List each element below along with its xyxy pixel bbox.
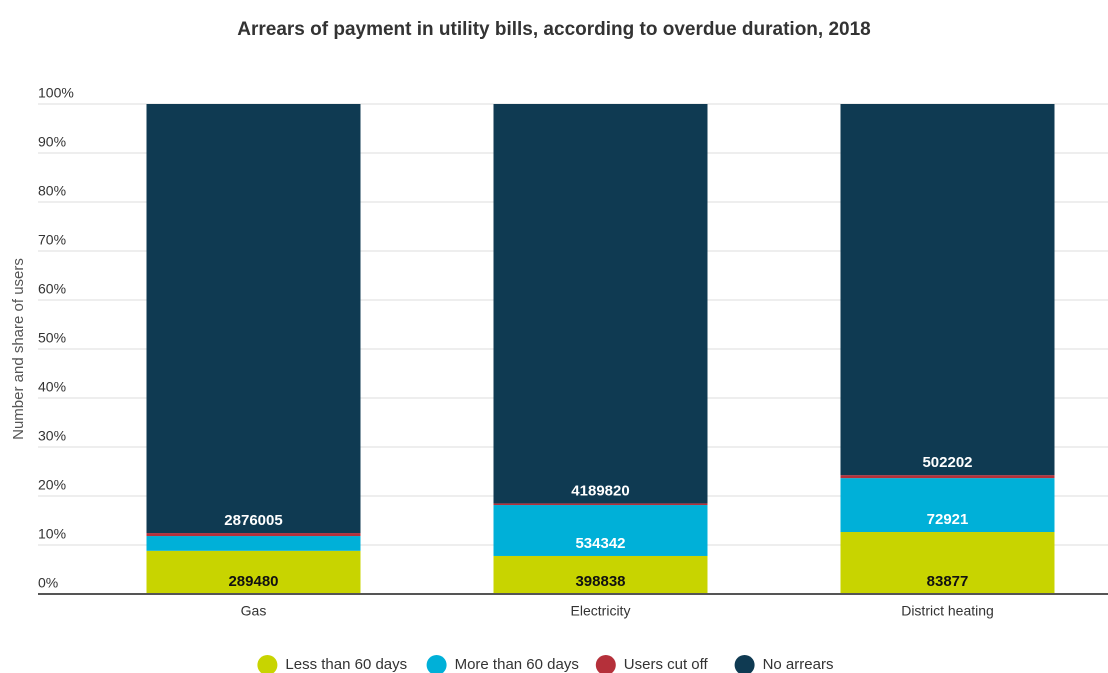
legend-label: More than 60 days (455, 656, 579, 673)
bar-segment (146, 533, 361, 537)
data-label: 289480 (228, 573, 278, 590)
legend-label: Users cut off (624, 656, 709, 673)
bar-segment (840, 475, 1055, 479)
y-tick-label: 30% (38, 428, 66, 444)
y-tick-label: 90% (38, 134, 66, 150)
y-tick-label: 50% (38, 330, 66, 346)
data-label: 83877 (927, 573, 969, 590)
y-tick-label: 70% (38, 232, 66, 248)
bar-segment (840, 104, 1055, 476)
data-label: 72921 (927, 511, 969, 528)
y-tick-label: 10% (38, 526, 66, 542)
y-tick-label: 60% (38, 281, 66, 297)
bar-segment (493, 555, 708, 594)
legend-label: No arrears (763, 656, 834, 673)
legend-marker (734, 655, 755, 673)
data-label: 398838 (575, 573, 625, 590)
y-tick-label: 100% (38, 85, 74, 101)
y-tick-label: 80% (38, 183, 66, 199)
legend-label: Less than 60 days (285, 656, 407, 673)
x-tick-label: Electricity (571, 603, 631, 619)
bar-segment (493, 104, 708, 504)
y-tick-label: 40% (38, 379, 66, 395)
x-tick-label: District heating (901, 603, 994, 619)
bar-segment (493, 505, 708, 556)
y-axis-label: Number and share of users (10, 258, 27, 440)
data-label: 2876005 (224, 512, 282, 529)
data-label: 4189820 (571, 482, 629, 499)
x-tick-label: Gas (241, 603, 267, 619)
legend-marker (426, 655, 447, 673)
bar-segment (493, 503, 708, 506)
bar-segment (146, 550, 361, 594)
legend-marker (257, 655, 278, 673)
y-tick-label: 20% (38, 477, 66, 493)
bar-segment (840, 478, 1055, 533)
data-label: 502202 (922, 454, 972, 471)
legend-marker (595, 655, 616, 673)
chart-title: Arrears of payment in utility bills, acc… (237, 19, 870, 40)
y-tick-label: 0% (38, 575, 58, 591)
bar-segment (146, 104, 361, 534)
bar-segment (146, 536, 361, 551)
data-label: 534342 (575, 535, 625, 552)
bar-segment (840, 532, 1055, 594)
